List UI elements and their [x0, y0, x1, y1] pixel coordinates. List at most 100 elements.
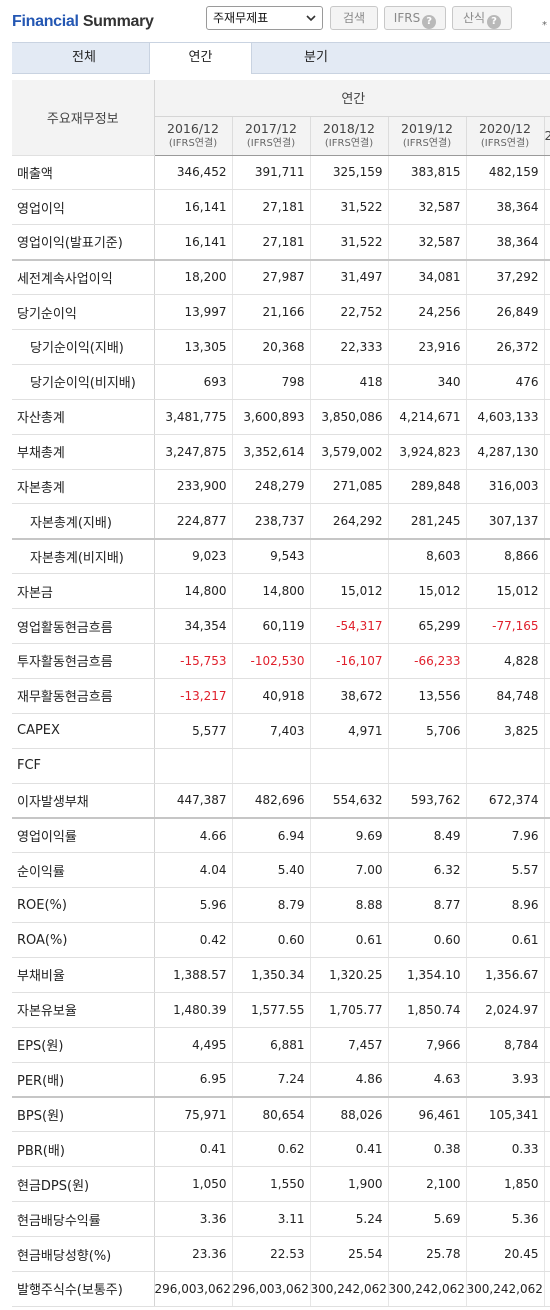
value-cell: 0.38: [388, 1131, 467, 1168]
value-cell: 2,024.97: [466, 992, 545, 1028]
year-label: 2017/12: [245, 120, 297, 136]
table-row: 재무활동현금흐름 -13,217 40,918 38,672 13,556 84,748: [12, 678, 550, 714]
value-cell: 248,279: [232, 469, 311, 505]
year-header: 2019/12 (IFRS연결): [388, 116, 467, 156]
value-cell: 1,388.57: [154, 957, 233, 993]
value-cell: 88,026: [310, 1097, 389, 1133]
table-row: 이자발생부채 447,387 482,696 554,632 593,762 672,37…: [12, 783, 550, 819]
cut-off-cell: [544, 189, 550, 226]
question-icon: ?: [487, 15, 502, 29]
title-financial: Financial: [12, 13, 79, 30]
value-cell: 8.79: [232, 887, 311, 924]
year-header-cut: 2: [544, 116, 550, 156]
ifrs-help-button[interactable]: IFRS?: [384, 6, 446, 30]
value-cell: 32,587: [388, 224, 467, 261]
value-cell: 26,849: [466, 294, 545, 330]
table-row: 매출액 346,452 391,711 325,159 383,815 482,159: [12, 155, 550, 191]
value-cell: 5.40: [232, 852, 311, 889]
value-cell: 16,141: [154, 224, 233, 261]
value-cell: 25.54: [310, 1236, 389, 1272]
search-button-label: 검색: [342, 11, 366, 25]
table-row: 당기순이익(비지배) 693 798 418 340 476: [12, 364, 550, 400]
cut-off-cell: [544, 399, 550, 435]
value-cell: 84,748: [466, 678, 545, 714]
value-cell: [310, 748, 389, 784]
value-cell: 693: [154, 364, 233, 400]
value-cell: 1,705.77: [310, 992, 389, 1028]
year-label: 2018/12: [323, 120, 375, 136]
value-cell: 2,100: [388, 1166, 467, 1203]
value-cell: 8.88: [310, 887, 389, 924]
table-row: 당기순이익 13,997 21,166 22,752 24,256 26,849: [12, 294, 550, 330]
value-cell: 0.62: [232, 1131, 311, 1168]
cut-off-cell: [544, 329, 550, 365]
value-cell: 7.24: [232, 1062, 311, 1099]
value-cell: 593,762: [388, 783, 467, 819]
formula-help-button[interactable]: 산식?: [452, 6, 512, 30]
value-cell: 3,481,775: [154, 399, 233, 435]
table-row: 부채총계 3,247,875 3,352,614 3,579,002 3,924,823…: [12, 434, 550, 470]
value-cell: 0.60: [388, 922, 467, 958]
value-cell: 1,850.74: [388, 992, 467, 1028]
cut-off-cell: [544, 957, 550, 993]
table-row: 자본총계(비지배) 9,023 9,543 8,603 8,866: [12, 538, 550, 575]
value-cell: 1,480.39: [154, 992, 233, 1028]
year-basis: (IFRS연결): [168, 137, 218, 149]
row-label: 당기순이익(지배): [12, 329, 155, 365]
row-label: 투자활동현금흐름: [12, 643, 155, 679]
table-row: 순이익률 4.04 5.40 7.00 6.32 5.57: [12, 852, 550, 889]
annual-group-header: 연간: [154, 80, 550, 117]
year-label: 2019/12: [401, 120, 453, 136]
row-label: 자산총계: [12, 399, 155, 435]
value-cell: 14,800: [232, 573, 311, 610]
value-cell: 224,877: [154, 503, 233, 540]
value-cell: 300,242,062: [310, 1271, 389, 1307]
year-header: 2016/12 (IFRS연결): [154, 116, 233, 156]
period-tabs: 전체 연간 분기: [12, 42, 550, 74]
value-cell: 8,603: [388, 538, 467, 575]
value-cell: 4.86: [310, 1062, 389, 1099]
value-cell: 7,457: [310, 1027, 389, 1063]
value-cell: -66,233: [388, 643, 467, 679]
table-row: BPS(원) 75,971 80,654 88,026 96,461 105,341: [12, 1097, 550, 1133]
tab-annual[interactable]: 연간: [149, 43, 252, 74]
value-cell: 9,023: [154, 538, 233, 575]
table-row: 발행주식수(보통주) 296,003,062 296,003,062 300,242,…: [12, 1271, 550, 1307]
statement-type-select[interactable]: 주재무제표: [206, 6, 323, 30]
row-label: 당기순이익(비지배): [12, 364, 155, 400]
tab-quarterly[interactable]: 분기: [304, 50, 328, 65]
cut-off-cell: [544, 155, 550, 191]
cut-off-cell: [544, 1236, 550, 1272]
value-cell: 300,242,062: [466, 1271, 545, 1307]
value-cell: 1,550: [232, 1166, 311, 1203]
value-cell: 60,119: [232, 608, 311, 644]
value-cell: 447,387: [154, 783, 233, 819]
tab-all[interactable]: 전체: [72, 50, 96, 65]
footnote-star: *: [542, 20, 547, 31]
value-cell: 9,543: [232, 538, 311, 575]
table-row: 현금배당수익률 3.36 3.11 5.24 5.69 5.36: [12, 1201, 550, 1238]
year-label: 2016/12: [167, 120, 219, 136]
value-cell: 3,579,002: [310, 434, 389, 470]
cut-off-cell: [544, 434, 550, 470]
value-cell: 0.41: [310, 1131, 389, 1168]
table-row: 현금배당성향(%) 23.36 22.53 25.54 25.78 20.45: [12, 1236, 550, 1272]
value-cell: 13,305: [154, 329, 233, 365]
value-cell: 3,850,086: [310, 399, 389, 435]
search-button[interactable]: 검색: [330, 6, 378, 30]
cut-off-cell: [544, 643, 550, 679]
cut-off-cell: [544, 1201, 550, 1238]
formula-button-label: 산식: [462, 11, 486, 25]
year-basis: (IFRS연결): [324, 137, 374, 149]
cut-off-cell: [544, 713, 550, 749]
year-header: 2017/12 (IFRS연결): [232, 116, 311, 156]
table-row: 영업이익률 4.66 6.94 9.69 8.49 7.96: [12, 817, 550, 854]
row-label: CAPEX: [12, 713, 155, 749]
question-icon: ?: [422, 15, 437, 29]
table-row: 당기순이익(지배) 13,305 20,368 22,333 23,916 26,372: [12, 329, 550, 365]
table-row: CAPEX 5,577 7,403 4,971 5,706 3,825: [12, 713, 550, 749]
value-cell: 1,577.55: [232, 992, 311, 1028]
value-cell: 8.96: [466, 887, 545, 924]
cut-off-cell: [544, 503, 550, 540]
cut-off-cell: [544, 1027, 550, 1063]
